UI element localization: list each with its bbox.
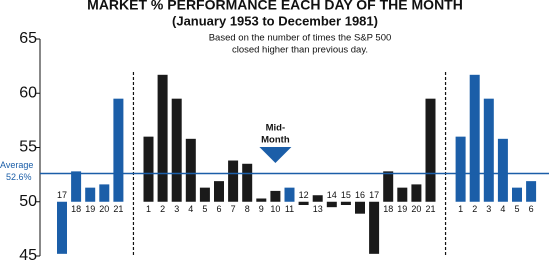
x-tick-label: 6 <box>216 204 221 214</box>
mid-month-arrow <box>259 147 292 163</box>
bar <box>242 163 253 202</box>
x-tick-label: 14 <box>327 190 337 200</box>
bar <box>340 201 351 206</box>
x-tick-label: 21 <box>113 204 123 214</box>
bar <box>369 201 380 254</box>
bar <box>256 198 267 202</box>
average-title: Average <box>0 160 33 170</box>
bar <box>270 190 281 202</box>
bar <box>411 184 422 202</box>
x-tick-label: 17 <box>57 190 67 200</box>
x-tick-label: 17 <box>369 190 379 200</box>
bar <box>171 98 182 202</box>
x-tick-label: 15 <box>341 190 351 200</box>
bar <box>113 98 124 202</box>
x-tick-label: 5 <box>202 204 207 214</box>
bar <box>298 201 309 206</box>
bar <box>425 98 436 202</box>
x-tick-label: 3 <box>174 204 179 214</box>
x-tick-label: 2 <box>472 204 477 214</box>
bar <box>199 187 210 202</box>
chart-subtitle: (January 1953 to December 1981) <box>172 13 378 28</box>
bar <box>397 187 408 202</box>
bar <box>355 201 365 214</box>
x-tick-label: 9 <box>259 204 264 214</box>
bar <box>512 187 522 202</box>
y-tick-label: 50 <box>19 193 37 210</box>
bar <box>99 184 110 202</box>
bar <box>71 171 82 202</box>
x-tick-label: 12 <box>299 190 309 200</box>
bar <box>497 138 508 202</box>
note: closed higher than previous day. <box>232 45 368 56</box>
x-tick-label: 3 <box>486 204 491 214</box>
bar <box>383 171 394 202</box>
x-tick-label: 19 <box>397 204 407 214</box>
x-tick-label: 18 <box>383 204 393 214</box>
bar <box>185 138 196 202</box>
y-tick-label: 65 <box>19 30 37 47</box>
x-tick-label: 4 <box>188 204 193 214</box>
x-tick-label: 10 <box>270 204 280 214</box>
bar <box>312 195 323 202</box>
y-tick-label: 45 <box>19 247 37 260</box>
annotation: Mid- <box>266 123 286 134</box>
bar <box>326 201 337 208</box>
x-tick-label: 18 <box>71 204 81 214</box>
x-tick-label: 16 <box>355 190 365 200</box>
y-tick-label: 55 <box>19 139 37 156</box>
x-tick-label: 1 <box>146 204 151 214</box>
bar <box>284 187 295 202</box>
x-tick-label: 20 <box>99 204 109 214</box>
bar <box>526 181 537 202</box>
x-tick-label: 1 <box>458 204 463 214</box>
bar <box>455 136 466 202</box>
bar <box>143 136 154 202</box>
annotation: Month <box>261 135 290 146</box>
x-tick-label: 21 <box>425 204 435 214</box>
bar <box>228 160 239 202</box>
note: Based on the number of times the S&P 500 <box>209 33 392 44</box>
x-tick-label: 13 <box>313 204 323 214</box>
bar <box>214 181 224 202</box>
y-tick-label: 60 <box>19 84 37 101</box>
bar <box>483 98 494 202</box>
x-tick-label: 6 <box>529 204 534 214</box>
x-tick-label: 7 <box>231 204 236 214</box>
x-tick-label: 11 <box>285 204 294 214</box>
x-tick-label: 2 <box>160 204 165 214</box>
bar <box>157 74 168 202</box>
x-tick-label: 5 <box>514 204 519 214</box>
average-label: 52.6% <box>6 172 32 182</box>
x-tick-label: 19 <box>85 204 95 214</box>
x-tick-label: 20 <box>411 204 421 214</box>
bar <box>85 187 96 202</box>
bar <box>469 74 480 202</box>
x-tick-label: 8 <box>245 204 250 214</box>
x-tick-label: 4 <box>500 204 505 214</box>
bar <box>57 201 67 254</box>
chart-title: MARKET % PERFORMANCE EACH DAY OF THE MON… <box>87 0 463 13</box>
